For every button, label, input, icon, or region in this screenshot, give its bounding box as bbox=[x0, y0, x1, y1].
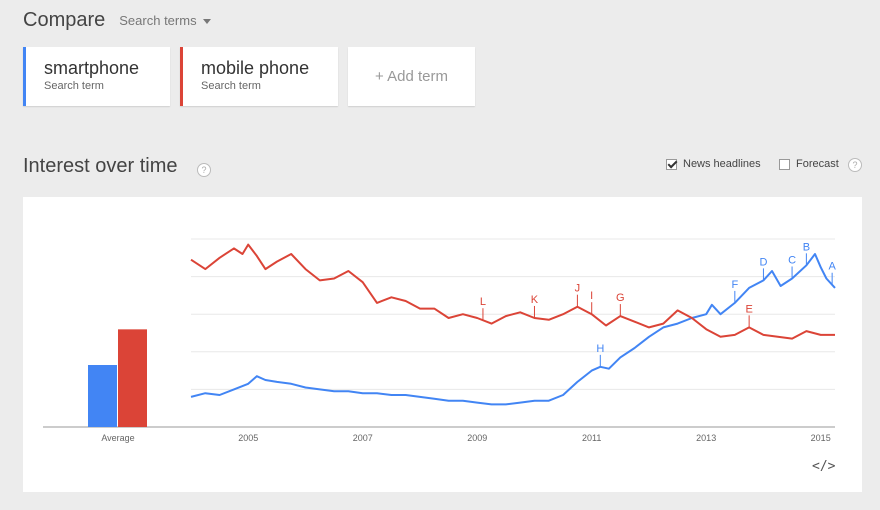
compare-title: Compare bbox=[23, 8, 106, 31]
annotation-E: E bbox=[745, 303, 752, 315]
annotation-B: B bbox=[803, 241, 810, 253]
compare-header: Compare Search terms bbox=[23, 6, 211, 34]
add-term-label: + Add term bbox=[375, 68, 448, 85]
add-term-button[interactable]: + Add term bbox=[348, 47, 475, 106]
annotation-I: I bbox=[590, 290, 593, 302]
series-lines bbox=[190, 243, 836, 406]
annotation-H: H bbox=[596, 343, 604, 355]
x-tick-label: 2009 bbox=[467, 433, 487, 443]
average-bar-smartphone bbox=[88, 365, 117, 427]
forecast-label: Forecast bbox=[796, 158, 839, 170]
search-terms-label: Search terms bbox=[119, 12, 197, 28]
term-name: smartphone bbox=[44, 58, 140, 78]
average-bars: Average bbox=[88, 329, 147, 443]
help-icon[interactable]: ? bbox=[848, 158, 862, 172]
help-icon[interactable]: ? bbox=[197, 163, 211, 177]
term-card-mobile-phone[interactable]: mobile phone Search term bbox=[180, 47, 338, 106]
annotation-D: D bbox=[759, 256, 767, 268]
term-name: mobile phone bbox=[201, 58, 310, 78]
x-tick-label: 2007 bbox=[353, 433, 373, 443]
term-type: Search term bbox=[201, 80, 261, 92]
interest-over-time-title: Interest over time bbox=[23, 155, 178, 177]
forecast-toggle[interactable]: Forecast bbox=[779, 158, 839, 170]
series-line-smartphone bbox=[190, 253, 836, 406]
term-type: Search term bbox=[44, 80, 104, 92]
x-axis-ticks: 2005 2007 2009 2011 2013 2015 bbox=[238, 433, 830, 443]
annotation-C: C bbox=[788, 254, 796, 266]
search-terms-dropdown[interactable]: Search terms bbox=[119, 12, 211, 28]
caret-down-icon bbox=[202, 18, 211, 24]
forecast-checkbox[interactable] bbox=[779, 158, 790, 170]
annotation-A: A bbox=[828, 261, 836, 273]
news-headlines-label: News headlines bbox=[683, 158, 761, 170]
annotation-K: K bbox=[531, 294, 539, 306]
x-tick-label: 2015 bbox=[811, 433, 831, 443]
annotation-L: L bbox=[480, 296, 486, 308]
x-tick-label: 2013 bbox=[696, 433, 716, 443]
interest-chart: Average A BC D F H E G IJ K L 2005 2007 2009 2011 201… bbox=[43, 238, 836, 443]
x-tick-label: 2005 bbox=[238, 433, 258, 443]
embed-icon[interactable]: </> bbox=[812, 459, 836, 474]
news-headlines-checkbox[interactable] bbox=[666, 158, 677, 170]
annotation-J: J bbox=[575, 283, 581, 295]
term-card-smartphone[interactable]: smartphone Search term bbox=[23, 47, 170, 106]
annotation-F: F bbox=[731, 279, 738, 291]
series-line-mobile-phone bbox=[190, 243, 835, 340]
average-label: Average bbox=[101, 433, 134, 443]
annotation-G: G bbox=[616, 292, 625, 304]
average-bar-mobile-phone bbox=[118, 329, 147, 427]
x-tick-label: 2011 bbox=[582, 433, 601, 443]
news-headlines-toggle[interactable]: News headlines bbox=[666, 158, 761, 170]
news-annotations: A BC D F H E G IJ K L bbox=[480, 241, 836, 367]
